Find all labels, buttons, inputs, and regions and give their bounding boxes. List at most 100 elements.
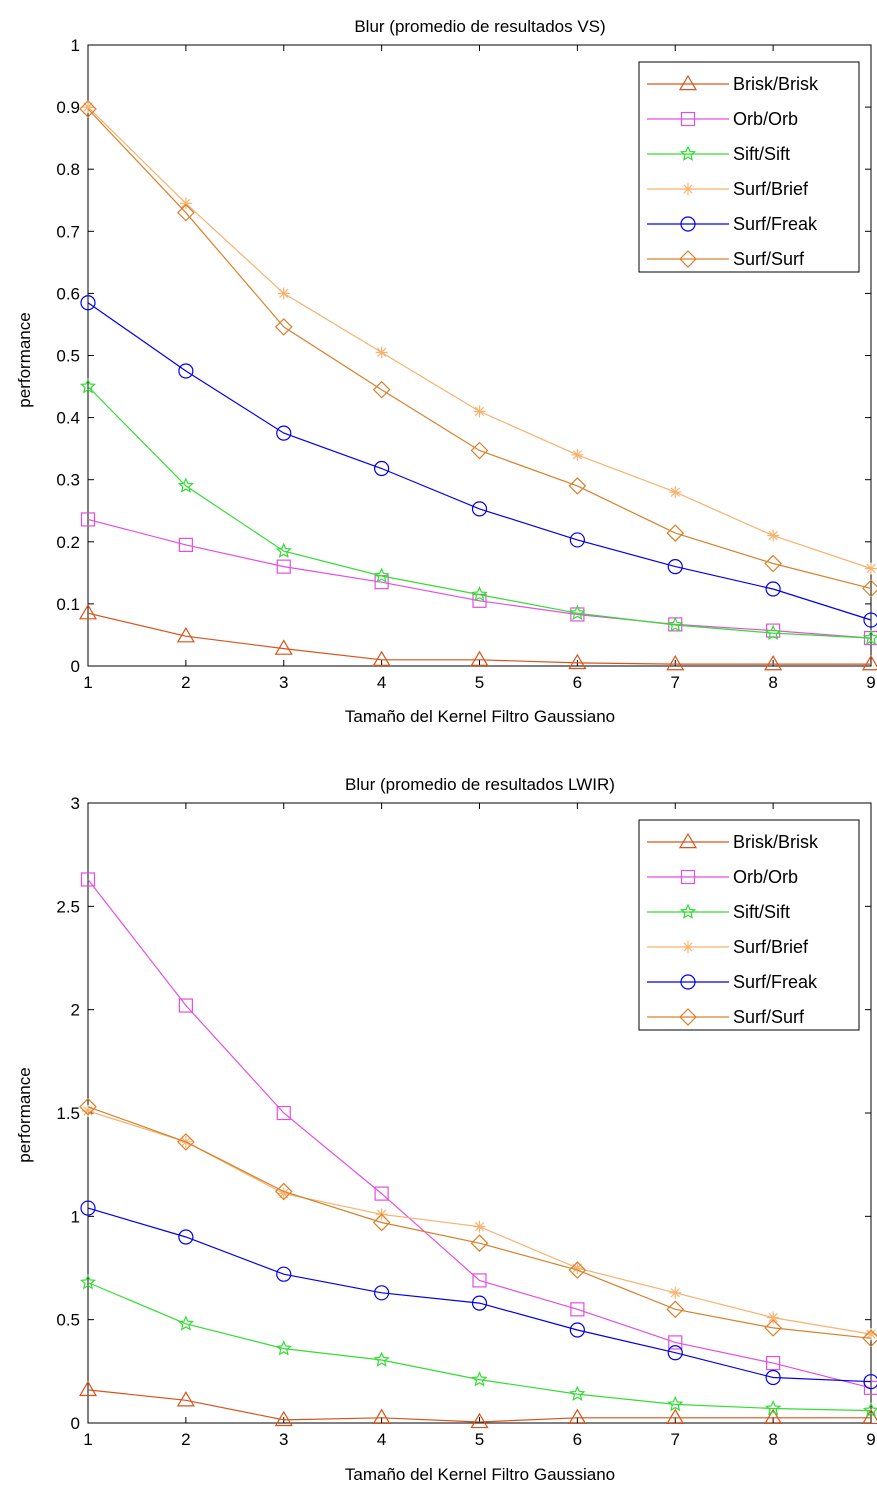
data-point bbox=[179, 197, 192, 210]
legend-marker bbox=[679, 145, 697, 161]
legend-item: Orb/Orb bbox=[647, 867, 798, 887]
data-point bbox=[372, 380, 391, 399]
y-tick-label: 0 bbox=[71, 1414, 80, 1433]
data-point bbox=[277, 287, 290, 300]
series-line bbox=[87, 302, 872, 621]
legend-item: Surf/Brief bbox=[647, 937, 809, 957]
data-point bbox=[79, 1273, 97, 1290]
chart-title: Blur (promedio de resultados VS) bbox=[354, 17, 605, 36]
data-point bbox=[473, 1220, 486, 1233]
series-line bbox=[87, 1281, 872, 1412]
data-point bbox=[372, 1213, 391, 1232]
data-point bbox=[863, 612, 877, 628]
data-point bbox=[274, 318, 293, 336]
legend-item: Surf/Brief bbox=[647, 179, 809, 199]
legend-marker bbox=[679, 903, 697, 919]
data-point bbox=[374, 1186, 389, 1201]
legend-label: Surf/Brief bbox=[733, 937, 809, 957]
x-tick-label: 4 bbox=[377, 1430, 386, 1449]
data-point bbox=[862, 579, 877, 598]
data-point bbox=[666, 1300, 685, 1319]
data-point bbox=[571, 448, 584, 461]
series-line bbox=[87, 108, 872, 589]
x-tick-label: 8 bbox=[768, 1430, 777, 1449]
legend-marker bbox=[680, 869, 696, 885]
legend: Brisk/Brisk Orb/Orb Sift/Sift Surf/Brief Sur… bbox=[638, 61, 860, 273]
data-point bbox=[569, 604, 586, 621]
y-tick-label: 0.1 bbox=[56, 595, 80, 614]
data-point bbox=[80, 1200, 96, 1216]
data-point bbox=[80, 295, 96, 311]
data-point bbox=[275, 542, 292, 559]
data-point bbox=[276, 425, 292, 441]
data-point bbox=[472, 1273, 487, 1288]
y-tick-label: 1 bbox=[71, 1207, 80, 1226]
data-point bbox=[177, 477, 194, 493]
series-line bbox=[87, 1207, 872, 1383]
data-point bbox=[79, 1097, 97, 1116]
data-point bbox=[176, 627, 195, 643]
y-axis-label: performance bbox=[15, 312, 34, 407]
data-point bbox=[177, 1315, 194, 1331]
legend-marker bbox=[679, 1008, 697, 1026]
legend: Brisk/Brisk Orb/Orb Sift/Sift Surf/Brief Sur… bbox=[638, 819, 860, 1031]
chart-lwir: Blur (promedio de resultados LWIR) Tamañ… bbox=[15, 775, 877, 1484]
y-tick-label: 1.5 bbox=[56, 1104, 80, 1123]
data-point bbox=[569, 532, 585, 548]
y-axis-label: performance bbox=[15, 1067, 34, 1162]
data-point bbox=[862, 1329, 877, 1348]
data-point bbox=[471, 586, 488, 602]
legend-item: Brisk/Brisk bbox=[647, 74, 819, 94]
series-sift-sift bbox=[79, 1273, 877, 1418]
data-point bbox=[666, 524, 685, 542]
x-tick-label: 5 bbox=[475, 673, 484, 692]
data-point bbox=[669, 1286, 682, 1299]
data-point bbox=[862, 629, 877, 645]
data-point bbox=[767, 1311, 780, 1324]
data-point bbox=[78, 604, 98, 620]
legend-label: Surf/Surf bbox=[733, 249, 805, 269]
data-point bbox=[276, 1105, 291, 1121]
data-point bbox=[767, 529, 780, 542]
legend-item: Surf/Surf bbox=[647, 1007, 805, 1027]
data-point bbox=[471, 1295, 488, 1311]
legend-item: Sift/Sift bbox=[647, 902, 790, 922]
series-line bbox=[87, 1389, 871, 1423]
data-point bbox=[764, 1319, 782, 1337]
series-orb-orb bbox=[80, 872, 877, 1395]
legend-marker bbox=[680, 216, 696, 232]
data-point bbox=[80, 512, 96, 527]
y-tick-label: 0.9 bbox=[56, 98, 80, 117]
data-point bbox=[274, 639, 293, 655]
legend-label: Surf/Freak bbox=[733, 214, 818, 234]
data-point bbox=[568, 1261, 587, 1279]
data-point bbox=[765, 624, 782, 640]
data-point bbox=[666, 654, 685, 671]
data-point bbox=[765, 1400, 782, 1416]
legend-marker bbox=[682, 183, 694, 195]
data-point bbox=[80, 872, 96, 887]
x-axis-label: Tamaño del Kernel Filtro Gaussiano bbox=[345, 707, 615, 726]
chart-title: Blur (promedio de resultados LWIR) bbox=[345, 775, 615, 794]
chart-vs: Blur (promedio de resultados VS) Tamaño … bbox=[15, 17, 877, 726]
data-point bbox=[569, 1322, 585, 1338]
data-point bbox=[470, 1412, 489, 1429]
y-tick-label: 0.5 bbox=[56, 347, 80, 366]
data-point bbox=[177, 1133, 195, 1151]
data-point bbox=[570, 1302, 585, 1317]
series-line bbox=[87, 518, 872, 639]
data-point bbox=[79, 378, 97, 394]
y-tick-label: 0.5 bbox=[56, 1311, 80, 1330]
x-tick-label: 6 bbox=[573, 673, 582, 692]
x-tick-label: 8 bbox=[768, 673, 777, 692]
legend-label: Brisk/Brisk bbox=[733, 74, 819, 94]
legend-marker bbox=[680, 111, 696, 127]
series-surf-surf bbox=[79, 100, 877, 598]
data-point bbox=[178, 537, 193, 553]
data-point bbox=[568, 1408, 587, 1425]
y-tick-label: 0.3 bbox=[56, 471, 80, 490]
series-brisk-brisk bbox=[78, 604, 877, 671]
data-point bbox=[177, 203, 195, 222]
data-point bbox=[471, 1371, 488, 1387]
